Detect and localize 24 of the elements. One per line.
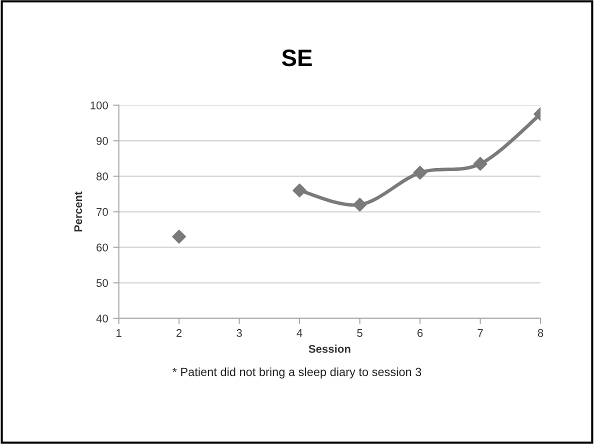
point: [473, 156, 488, 171]
y-tick-label: 80: [96, 172, 108, 180]
x-tick-label: 2: [176, 329, 182, 337]
x-tick-label: 1: [116, 329, 122, 337]
y-tick-label: 50: [96, 279, 108, 287]
x-tick-label: 6: [418, 329, 423, 337]
x-tick-label: 3: [236, 329, 242, 337]
y-tick-label: 90: [96, 137, 108, 145]
y-tick-label: 100: [90, 101, 108, 110]
x-tick-label: 8: [538, 329, 544, 337]
text: * Patient did not bring a sleep diary to session 3: [172, 367, 422, 378]
point: [292, 184, 306, 198]
point: [413, 166, 427, 180]
x-tick-label: 7: [478, 329, 483, 337]
y-tick-label: 70: [96, 208, 108, 216]
x-axis-title: Session: [308, 344, 350, 353]
x-tick-label: 4: [296, 329, 302, 337]
point: [172, 230, 186, 244]
y-tick-label: 60: [96, 244, 108, 252]
point: [352, 198, 367, 212]
y-tick-label: 40: [96, 314, 108, 322]
y-axis-title: Percent: [74, 192, 82, 232]
chart-title: SE: [282, 50, 312, 66]
x-tick-label: 5: [357, 329, 362, 337]
